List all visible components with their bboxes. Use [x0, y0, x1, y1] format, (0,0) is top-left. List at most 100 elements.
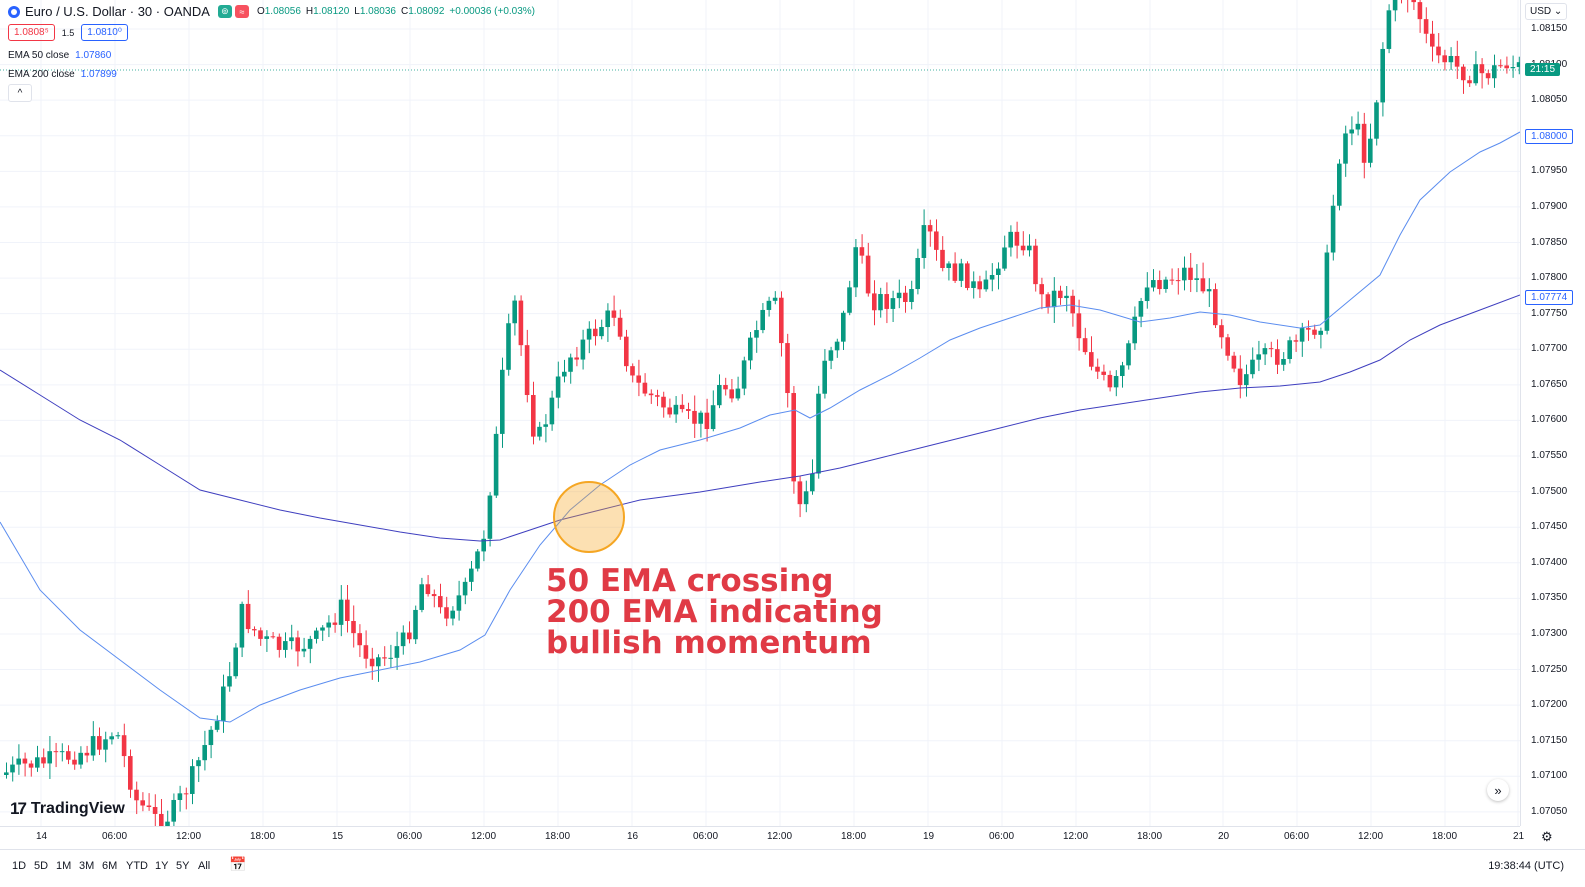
- candle-body: [1368, 138, 1373, 163]
- price-tick-label: 1.07650: [1531, 378, 1568, 390]
- candle-body: [351, 620, 356, 634]
- candle-body: [655, 395, 660, 397]
- candle-body: [413, 609, 418, 640]
- candle-body: [382, 657, 387, 659]
- candle-body: [450, 610, 455, 619]
- candle-body: [524, 345, 530, 396]
- candle-body: [896, 292, 902, 299]
- candle-body: [1070, 295, 1075, 314]
- candle-body: [853, 247, 858, 288]
- candle-body: [667, 407, 672, 415]
- candle-body: [648, 393, 654, 396]
- candle-body: [785, 343, 790, 394]
- candle-body: [314, 630, 319, 639]
- ema-50-line: [0, 131, 1520, 723]
- candle-body: [735, 388, 741, 399]
- candle-body: [90, 736, 96, 756]
- candle-body: [717, 385, 722, 406]
- candle-body: [307, 638, 313, 649]
- candle-body: [72, 759, 77, 765]
- range-3m-button[interactable]: 3M: [79, 860, 95, 872]
- range-1d-button[interactable]: 1D: [12, 860, 27, 872]
- candle-body: [624, 336, 629, 367]
- candle-body: [444, 607, 449, 619]
- candle-body: [1380, 48, 1385, 103]
- buy-button[interactable]: 1.0810⁰: [81, 24, 128, 41]
- price-chart[interactable]: [0, 0, 1520, 826]
- ohlc-low: L1.08036: [354, 6, 396, 17]
- candle-body: [128, 756, 133, 790]
- candle-body: [884, 294, 889, 309]
- candle-body: [791, 393, 796, 482]
- candle-body: [605, 310, 610, 328]
- candle-body: [1194, 278, 1199, 280]
- candle-body: [1027, 245, 1032, 251]
- symbol-icon: [8, 5, 20, 18]
- candle-body: [506, 323, 511, 370]
- bottom-toolbar: 1D 5D 1M 3M 6M YTD 1Y 5Y All 📅 19:38:44 …: [0, 849, 1585, 887]
- candle-body: [543, 424, 548, 427]
- candle-body: [338, 599, 344, 625]
- range-1y-button[interactable]: 1Y: [155, 860, 169, 872]
- candle-body: [394, 646, 400, 658]
- price-tick-label: 1.07150: [1531, 734, 1568, 746]
- range-5y-button[interactable]: 5Y: [176, 860, 190, 872]
- market-open-icon[interactable]: ⊚: [217, 5, 232, 18]
- indicator-ema50[interactable]: EMA 50 close 1.07860: [8, 50, 111, 61]
- ema50-price-tag: 1.08000: [1525, 129, 1574, 144]
- candle-body: [1442, 55, 1447, 63]
- candle-body: [326, 622, 331, 628]
- data-delay-icon[interactable]: ≈: [234, 5, 249, 18]
- candle-body: [1306, 328, 1311, 330]
- symbol-title[interactable]: Euro / U.S. Dollar · 30 · OANDA: [25, 4, 210, 19]
- time-axis[interactable]: 14 06:00 12:00 18:00 15 06:00 12:00 18:00 16 06:0…: [0, 826, 1524, 849]
- candle-body: [1058, 290, 1063, 299]
- candle-body: [1479, 64, 1485, 74]
- range-1m-button[interactable]: 1M: [56, 860, 72, 872]
- candle-body: [1064, 295, 1069, 299]
- symbol-legend[interactable]: Euro / U.S. Dollar · 30 · OANDA ⊚ ≈ O1.0…: [8, 4, 540, 19]
- candle-body: [1256, 354, 1261, 360]
- candle-body: [661, 396, 666, 408]
- candle-body: [760, 309, 765, 331]
- indicator-ema200[interactable]: EMA 200 close 1.07899: [8, 69, 117, 80]
- candle-body: [152, 807, 158, 814]
- tradingview-logo[interactable]: 17 TradingView: [10, 799, 125, 819]
- scroll-to-realtime-button[interactable]: »: [1487, 779, 1509, 801]
- price-tick-label: 1.07600: [1531, 414, 1568, 426]
- range-5d-button[interactable]: 5D: [34, 860, 49, 872]
- gear-icon[interactable]: ⚙: [1541, 829, 1553, 844]
- price-tick-label: 1.07300: [1531, 627, 1568, 639]
- chart-area[interactable]: Euro / U.S. Dollar · 30 · OANDA ⊚ ≈ O1.0…: [0, 0, 1520, 826]
- candle-body: [847, 287, 852, 313]
- utc-clock[interactable]: 19:38:44 (UTC): [1488, 860, 1564, 872]
- candle-body: [475, 551, 480, 569]
- candle-body: [47, 751, 52, 764]
- range-6m-button[interactable]: 6M: [102, 860, 118, 872]
- candle-body: [320, 627, 325, 631]
- candle-body: [332, 622, 338, 625]
- candle-body: [1089, 352, 1094, 367]
- candle-body: [1374, 102, 1379, 139]
- candle-body: [1324, 252, 1330, 331]
- currency-select[interactable]: USD ⌄: [1525, 3, 1568, 20]
- sell-button[interactable]: 1.0808⁵: [8, 24, 55, 41]
- currency-label: USD: [1530, 6, 1552, 17]
- candle-body: [996, 268, 1001, 276]
- candle-body: [915, 257, 920, 290]
- collapse-legend-button[interactable]: ^: [8, 84, 32, 102]
- calendar-go-to-icon[interactable]: 📅: [229, 856, 247, 872]
- candle-body: [376, 657, 381, 667]
- candle-body: [171, 799, 176, 822]
- price-tick-label: 1.07200: [1531, 699, 1568, 711]
- range-ytd-button[interactable]: YTD: [126, 860, 148, 872]
- candle-body: [772, 297, 778, 301]
- candle-body: [1237, 368, 1243, 386]
- candle-body: [512, 300, 517, 324]
- range-all-button[interactable]: All: [198, 860, 211, 872]
- candle-body: [1082, 338, 1088, 353]
- time-tick-label: 14: [36, 831, 48, 842]
- price-axis[interactable]: USD ⌄ 1.081501.081001.080501.080001.0795…: [1520, 0, 1585, 826]
- candle-body: [369, 658, 375, 667]
- candle-body: [1120, 365, 1125, 377]
